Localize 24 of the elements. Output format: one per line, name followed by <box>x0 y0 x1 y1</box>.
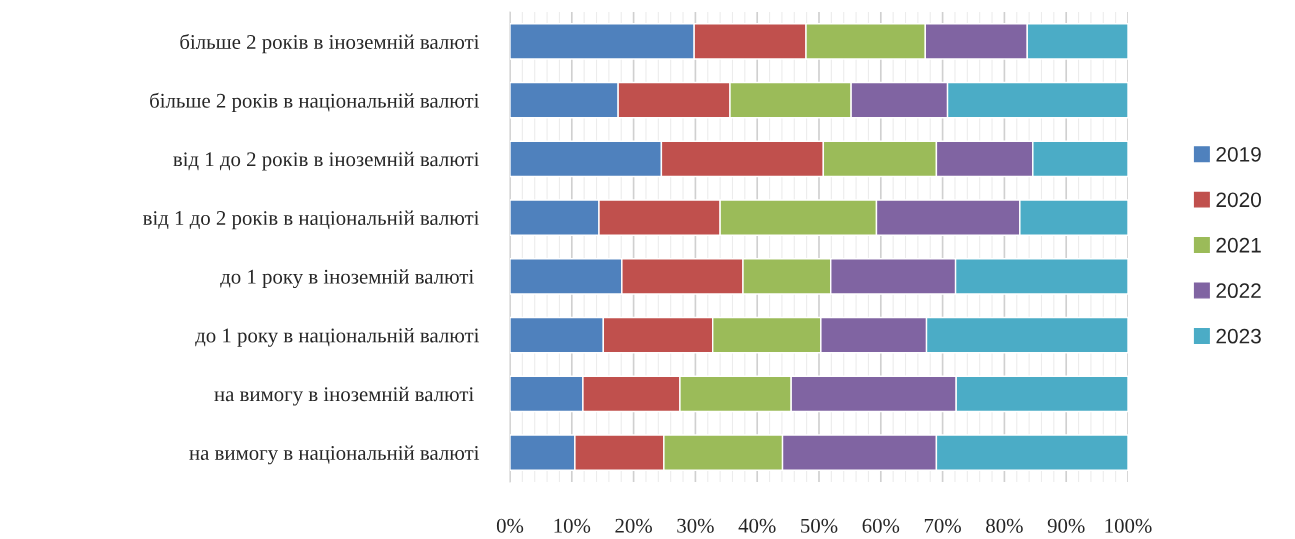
x-tick-label: 20% <box>615 518 652 533</box>
x-tick-label: 90% <box>1047 518 1085 533</box>
y-tick-label: на вимогу в національній валюті <box>189 445 480 465</box>
y-tick-label: від 1 до 2 років в іноземній валюті <box>173 151 480 171</box>
x-tick-label: 40% <box>738 518 776 533</box>
y-tick-label: на вимогу в іноземній валюті <box>214 386 474 406</box>
legend-label: 2019 <box>1216 146 1261 162</box>
x-tick-label: 100% <box>1105 518 1152 533</box>
legend-label: 2021 <box>1216 237 1261 253</box>
y-tick-label: від 1 до 2 років в національній валюті <box>143 210 480 230</box>
x-tick-label: 10% <box>554 518 591 533</box>
x-tick-label: 30% <box>677 518 714 533</box>
y-tick-label: до 1 року в іноземній валюті <box>220 269 474 289</box>
x-tick-label: 60% <box>862 518 900 533</box>
legend-label: 2023 <box>1216 328 1261 344</box>
y-tick-label: більше 2 років в національній валюті <box>150 92 480 113</box>
y-tick-label: до 1 року в національній валюті <box>195 328 480 347</box>
x-tick-label: 70% <box>924 518 961 533</box>
legend-label: 2022 <box>1216 283 1261 299</box>
x-tick-label: 80% <box>986 518 1023 533</box>
y-tick-label: більше 2 років в іноземній валюті <box>180 33 480 54</box>
x-tick-label: 50% <box>801 518 838 533</box>
x-tick-label: 0% <box>496 518 524 533</box>
legend-label: 2020 <box>1216 192 1261 208</box>
